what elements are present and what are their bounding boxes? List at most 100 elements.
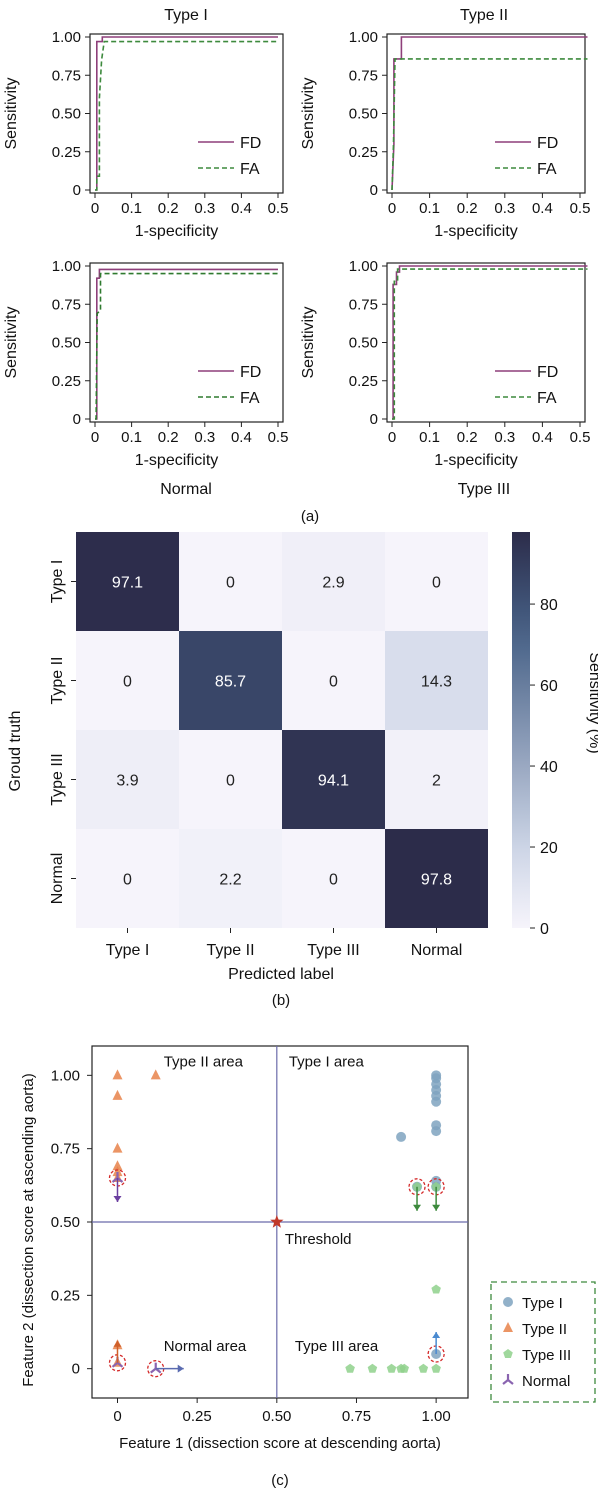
colorbar-tick-label: 60 [540, 678, 558, 695]
roc-xlabel: 1-specificity [135, 452, 219, 469]
roc-x-tick-label: 0 [388, 200, 396, 217]
scatter-area-label: Type III area [295, 1338, 379, 1355]
heatmap-cell-label: 0 [226, 575, 235, 592]
heatmap-x-tick-label: Normal [411, 942, 463, 959]
heatmap-cell-label: 0 [123, 674, 132, 691]
roc-y-tick-label: 0.25 [52, 373, 81, 390]
roc-curve-fd [392, 265, 588, 420]
scatter-point-type-iii [345, 1363, 355, 1373]
scatter-point-type-ii [112, 1160, 123, 1171]
roc-legend-label-fa: FA [537, 390, 557, 407]
heatmap-y-tick-label: Type I [49, 560, 66, 604]
roc-y-tick-label: 0.75 [349, 67, 378, 84]
roc-x-tick-label: 0.1 [419, 429, 440, 446]
scatter-x-tick-label: 0.25 [183, 1408, 212, 1425]
threshold-label: Threshold [285, 1231, 352, 1248]
colorbar-tick-label: 20 [540, 840, 558, 857]
tri-star-arm [111, 1177, 119, 1183]
roc-xlabel: 1-specificity [434, 223, 518, 240]
heatmap-cell [76, 829, 179, 928]
scatter-y-tick-label: 0.25 [51, 1287, 80, 1304]
roc-x-tick-label: 0.1 [121, 429, 142, 446]
scatter-legend-marker [503, 1349, 513, 1358]
heatmap-cell-label: 2.2 [219, 872, 241, 889]
scatter-xlabel: Feature 1 (dissection score at descendin… [119, 1435, 441, 1452]
scatter-legend-box [490, 1281, 596, 1403]
heatmap-cell-label: 2 [432, 773, 441, 790]
roc-x-tick-label: 0.3 [494, 429, 515, 446]
scatter-x-tick-label: 0 [113, 1408, 121, 1425]
roc-curve-fa [392, 268, 588, 420]
tri-star-arm [116, 1361, 124, 1368]
roc-plot-type2: 0 0.1 0.2 0.3 0.4 0.500.250.500.751.001-speci… [300, 29, 590, 240]
roc-title-type3: Type III [458, 481, 510, 498]
heatmap-cell-label: 0 [123, 872, 132, 889]
heatmap-x-tick-label: Type I [106, 942, 150, 959]
heatmap-cell-label: 0 [329, 674, 338, 691]
scatter-point-type-ii [112, 1142, 123, 1153]
heatmap-cell-label: 0 [226, 773, 235, 790]
tri-star-arm [502, 1379, 509, 1385]
roc-curve-fa [95, 272, 278, 420]
scatter-point-type-iii [431, 1181, 441, 1191]
scatter-legend-marker [503, 1297, 513, 1307]
roc-x-tick-label: 0.5 [268, 200, 289, 217]
heatmap-cell [179, 829, 282, 928]
scatter-point-type-iii [431, 1284, 441, 1294]
scatter-x-tick-label: 0.50 [262, 1408, 291, 1425]
scatter-legend-marker [503, 1322, 513, 1332]
roc-x-tick-label: 0.2 [457, 429, 478, 446]
heatmap-cell-label: 14.3 [421, 674, 452, 691]
roc-y-tick-label: 0.50 [52, 335, 81, 352]
scatter-point-type-iii [431, 1363, 441, 1373]
scatter-y-tick-label: 1.00 [51, 1067, 80, 1084]
roc-x-tick-label: 0.3 [194, 429, 215, 446]
heatmap-cell [385, 829, 488, 928]
roc-ylabel: Sensitivity [3, 306, 20, 378]
roc-legend-label-fd: FD [240, 135, 261, 152]
roc-y-tick-label: 1.00 [349, 258, 378, 275]
roc-y-tick-label: 0.25 [349, 144, 378, 161]
roc-y-tick-label: 0.25 [52, 144, 81, 161]
heatmap-y-tick-label: Type III [49, 753, 66, 805]
heatmap-cell-label: 0 [432, 575, 441, 592]
shift-arrow-head [432, 1332, 441, 1338]
heatmap-cell [76, 730, 179, 829]
roc-curve-fa [95, 40, 278, 191]
roc-y-tick-label: 0.75 [349, 296, 378, 313]
heatmap-cell [282, 730, 385, 829]
heatmap-cell [76, 631, 179, 730]
roc-y-tick-label: 1.00 [52, 29, 81, 46]
scatter-area-label: Type I area [289, 1054, 365, 1071]
heatmap-ylabel: Groud truth [7, 711, 24, 792]
scatter-legend-label: Type I [522, 1295, 563, 1312]
roc-y-tick-label: 0 [370, 411, 378, 428]
heatmap-cell [179, 532, 282, 631]
panel-b-label: (b) [272, 992, 290, 1009]
shift-arrow-head [177, 1364, 184, 1373]
scatter-point-type-iii [412, 1181, 422, 1191]
roc-x-tick-label: 0.4 [231, 429, 252, 446]
roc-curve-fa [391, 58, 588, 191]
roc-x-tick-label: 0.4 [532, 429, 553, 446]
roc-x-tick-label: 0 [91, 200, 99, 217]
heatmap-cell-label: 3.9 [116, 773, 138, 790]
roc-legend-label-fd: FD [240, 364, 261, 381]
roc-x-tick-label: 0.5 [570, 200, 591, 217]
roc-y-tick-label: 0.25 [349, 373, 378, 390]
roc-x-tick-label: 0.5 [570, 429, 591, 446]
scatter-point-type-iii [367, 1363, 378, 1373]
roc-x-tick-label: 0.4 [532, 200, 553, 217]
roc-x-tick-label: 0.3 [494, 200, 515, 217]
heatmap-cell-label: 2.9 [322, 575, 344, 592]
roc-x-tick-label: 0.2 [158, 429, 179, 446]
roc-y-tick-label: 0.50 [349, 106, 378, 123]
roc-y-tick-label: 0 [73, 182, 81, 199]
heatmap-cell-label: 85.7 [215, 674, 246, 691]
scatter-x-tick-label: 0.75 [342, 1408, 371, 1425]
scatter-area-label: Normal area [164, 1338, 247, 1355]
heatmap-cell [282, 532, 385, 631]
scatter-y-tick-label: 0.75 [51, 1141, 80, 1158]
shift-arrow-head [432, 1204, 441, 1211]
roc-title-type1: Type I [164, 7, 208, 24]
